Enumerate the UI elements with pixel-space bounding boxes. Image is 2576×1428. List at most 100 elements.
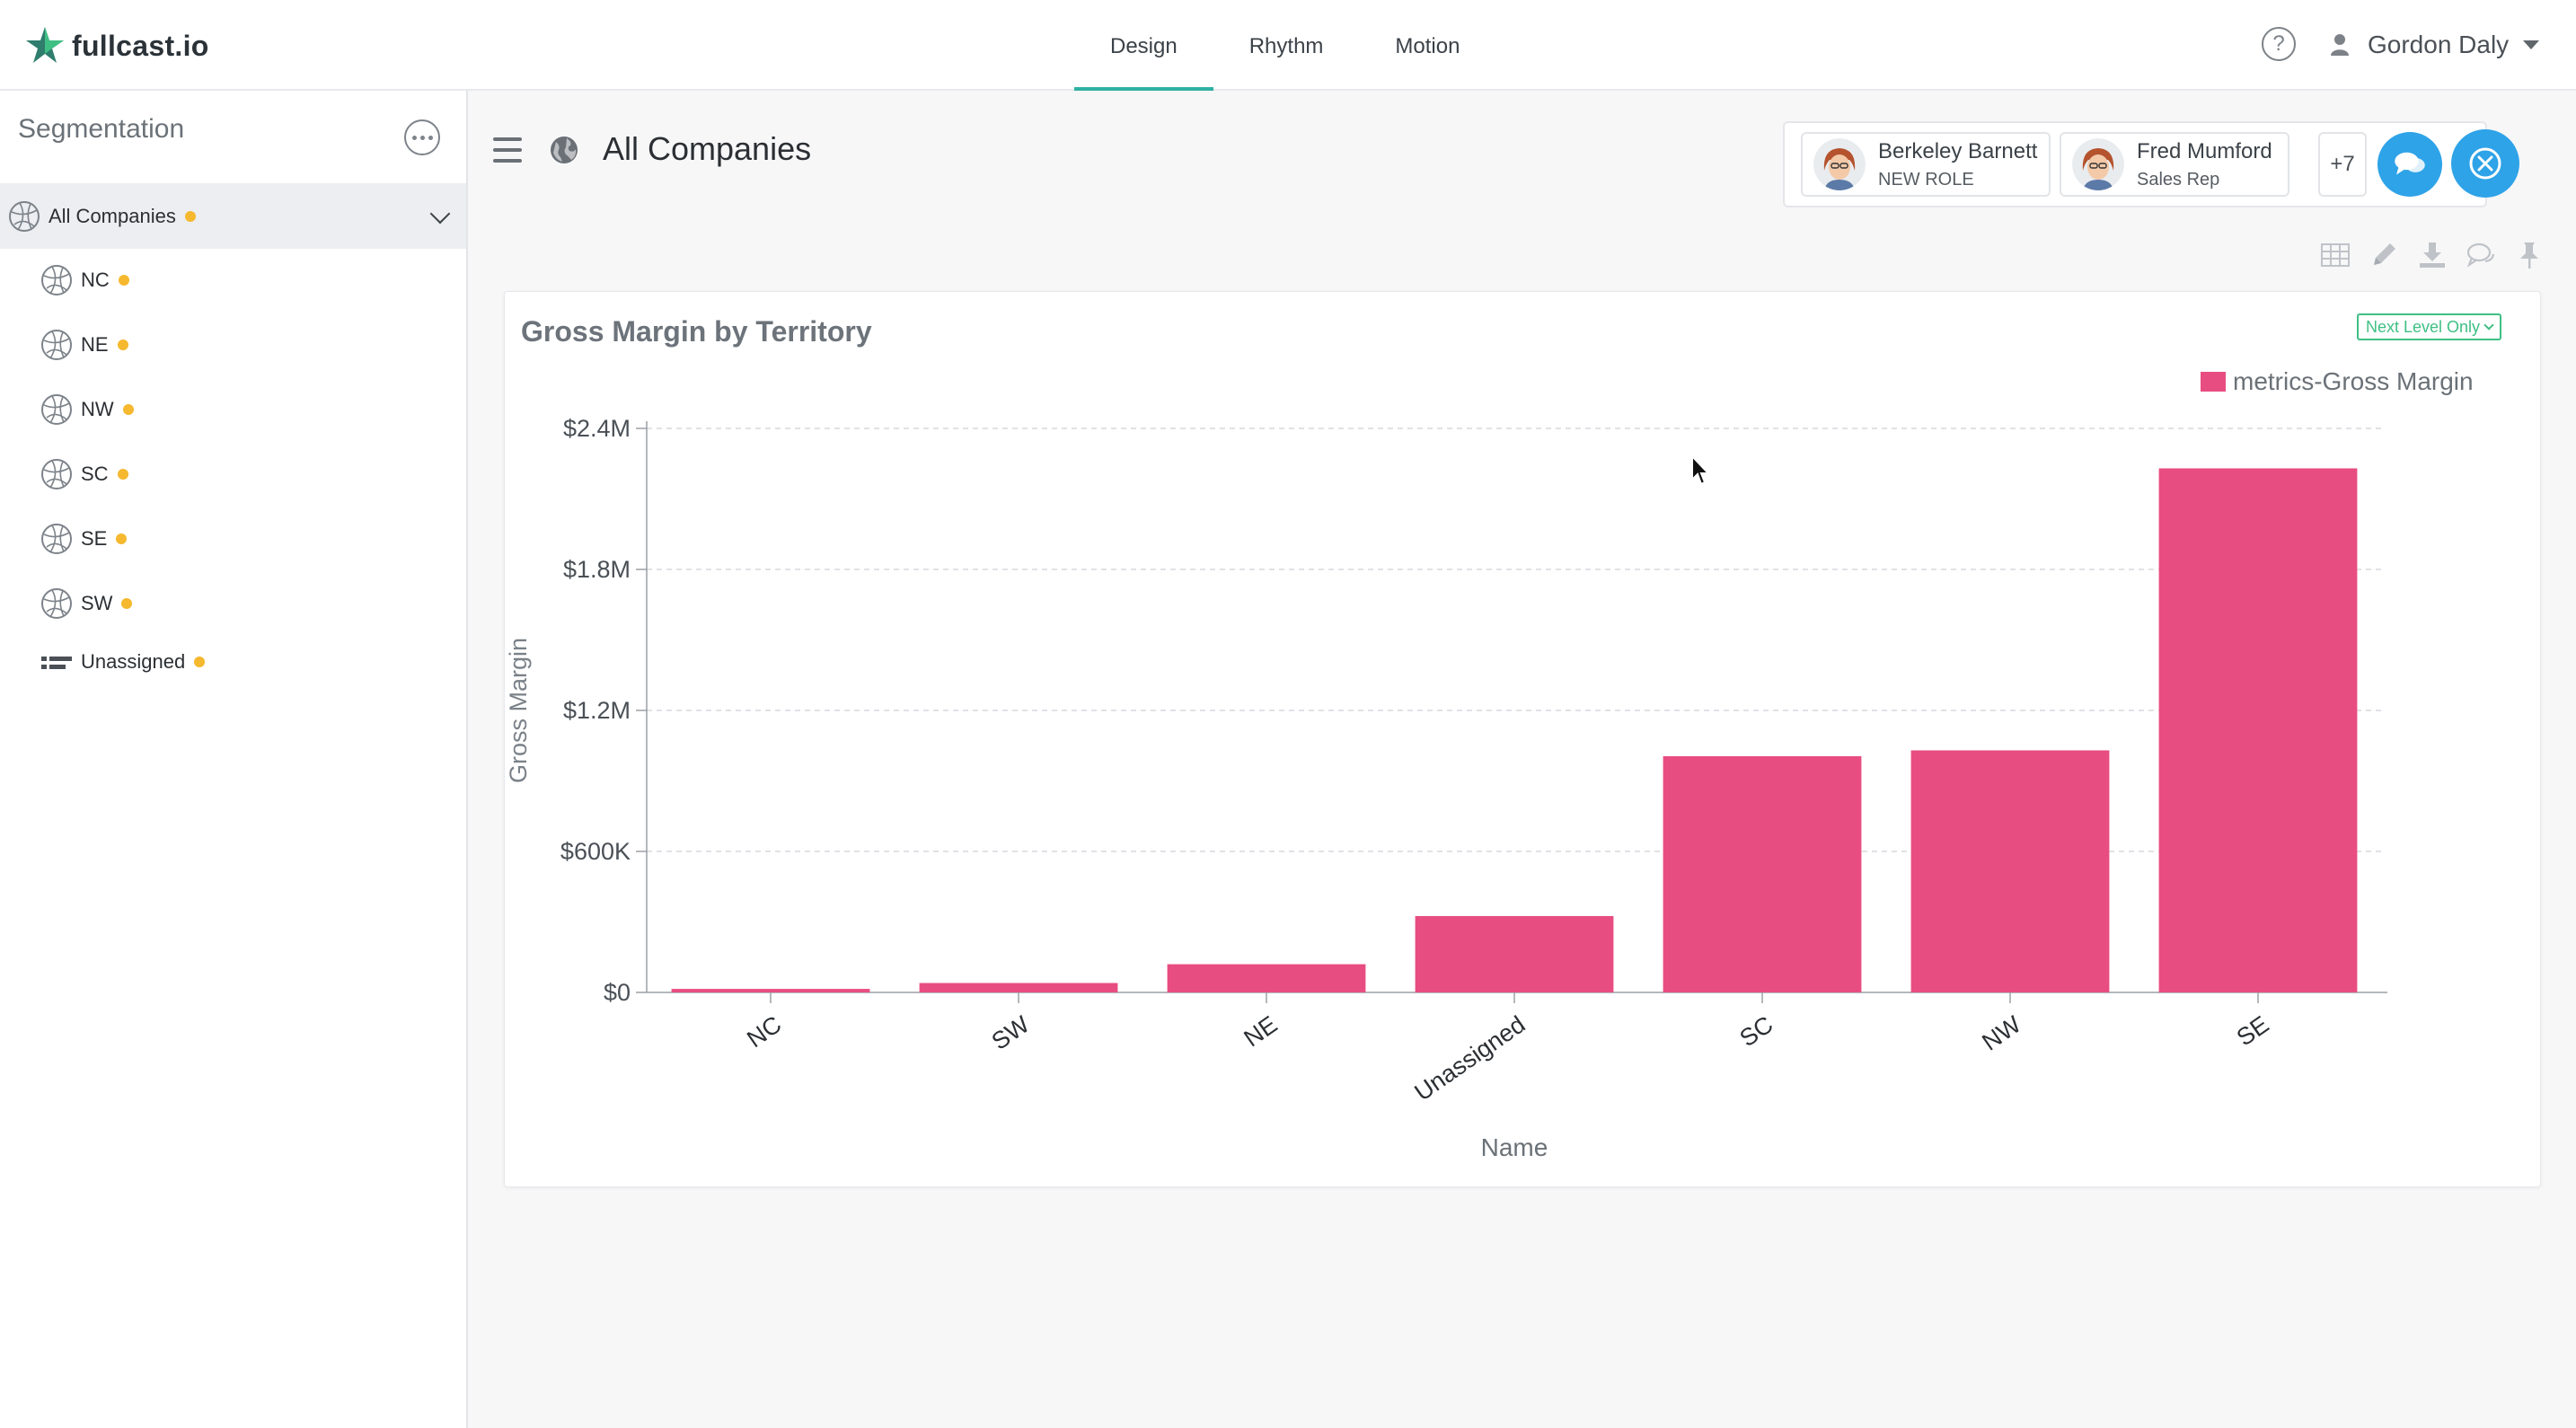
comments-icon[interactable] [2466, 240, 2496, 270]
logo-text: fullcast.io [72, 29, 209, 62]
x-tick-label: SE [2232, 1010, 2274, 1051]
legend-label: metrics-Gross Margin [2233, 367, 2474, 395]
tree-item-label: NW [81, 398, 114, 420]
tab-design[interactable]: Design [1074, 0, 1213, 91]
status-dot [116, 533, 128, 544]
y-tick-label: $600K [560, 838, 631, 865]
bar-unassigned [1415, 915, 1614, 992]
globe-icon [40, 457, 74, 491]
list-icon [40, 645, 74, 679]
avatar [1813, 138, 1866, 190]
segmentation-sidebar: Segmentation All Companies NC NE NW SC S… [0, 91, 468, 1428]
collaborator-card[interactable]: Fred Mumford Sales Rep [2060, 132, 2289, 197]
tree-item-all-companies[interactable]: All Companies [0, 183, 466, 249]
close-button[interactable] [2451, 129, 2519, 198]
chart-card: $0 $600K $1.2M $1.8M $2.4M NC SW NE Unassigned SC… [504, 291, 2541, 1187]
edit-pencil-icon[interactable] [2369, 240, 2399, 270]
collaborator-role: Sales Rep [2137, 169, 2220, 190]
tab-rhythm[interactable]: Rhythm [1248, 33, 1324, 58]
y-tick-label: $1.8M [563, 556, 631, 583]
dropdown-label: Next Level Only [2366, 318, 2481, 336]
tree-item-label: NC [81, 269, 110, 291]
y-tick-label: $2.4M [563, 415, 631, 442]
status-dot [122, 404, 134, 415]
collaborator-role: NEW ROLE [1878, 169, 1974, 190]
bar-nw [1910, 750, 2110, 992]
status-dot [194, 657, 206, 667]
bar-ne [1167, 964, 1366, 992]
main-toolbar-area: All Companies Berkeley Barnett NEW ROLE [468, 91, 2576, 288]
more-collaborators-button[interactable]: +7 [2318, 132, 2367, 197]
tree-item-label: SW [81, 592, 113, 614]
y-tick-label: $1.2M [563, 697, 631, 724]
hamburger-menu-icon[interactable] [493, 137, 522, 163]
chat-icon [2395, 152, 2425, 175]
chevron-down-icon [2523, 40, 2540, 49]
globe-icon [40, 586, 74, 621]
bar-nc [671, 989, 870, 992]
status-dot [121, 598, 133, 609]
help-icon[interactable]: ? [2262, 27, 2296, 61]
tree-item-unassigned[interactable]: Unassigned [40, 639, 206, 684]
chat-button[interactable] [2378, 132, 2442, 197]
globe-icon [40, 328, 74, 362]
bar-se [2158, 468, 2358, 992]
y-tick-label: $0 [604, 979, 631, 1006]
gross-margin-chart: $0 $600K $1.2M $1.8M $2.4M NC SW NE Unassigned SC… [505, 415, 2387, 1161]
mouse-cursor-icon [1691, 454, 1711, 486]
globe-icon [551, 137, 578, 163]
close-circle-icon [2469, 147, 2501, 180]
chevron-down-icon[interactable] [429, 203, 451, 225]
user-icon [2331, 34, 2349, 56]
tree-item-sc[interactable]: SC [40, 452, 128, 497]
bar-sw [919, 983, 1118, 992]
y-axis-label: Gross Margin [505, 638, 532, 783]
chevron-down-icon [2483, 320, 2494, 331]
pin-icon[interactable] [2514, 240, 2545, 270]
legend-swatch [2201, 372, 2226, 392]
globe-icon [40, 392, 74, 427]
next-level-only-dropdown[interactable]: Next Level Only [2357, 313, 2502, 340]
collaborator-name: Berkeley Barnett [1878, 138, 2038, 163]
x-tick-label: SW [987, 1010, 1035, 1055]
user-menu[interactable]: Gordon Daly [2330, 25, 2540, 65]
chart-title: Gross Margin by Territory [521, 315, 872, 348]
top-header: fullcast.io Design Rhythm Motion ? Gordo… [0, 0, 2576, 91]
star-logo-icon [26, 27, 64, 63]
tab-motion[interactable]: Motion [1395, 33, 1460, 58]
page-title: All Companies [603, 130, 812, 167]
globe-icon [40, 522, 74, 556]
chart-legend[interactable]: metrics-Gross Margin [2201, 367, 2474, 396]
main-nav: Design Rhythm Motion [1074, 0, 1495, 91]
chart-toolbar [2320, 240, 2545, 276]
tree-item-nw[interactable]: NW [40, 387, 134, 432]
x-tick-label: NE [1239, 1010, 1283, 1052]
avatar [2072, 138, 2124, 190]
tree-item-label: NE [81, 333, 109, 356]
tree-item-se[interactable]: SE [40, 516, 128, 561]
tree-item-nc[interactable]: NC [40, 258, 129, 303]
collaborators-panel: Berkeley Barnett NEW ROLE Fred Mumford S… [1783, 121, 2487, 207]
sidebar-title: Segmentation [18, 114, 185, 144]
tree-item-label: All Companies [49, 204, 176, 227]
user-name: Gordon Daly [2368, 31, 2510, 58]
x-tick-label: NC [742, 1010, 786, 1053]
status-dot [118, 275, 129, 286]
tree-item-sw[interactable]: SW [40, 581, 133, 626]
download-icon[interactable] [2417, 240, 2448, 270]
status-dot [117, 469, 128, 480]
more-options-icon[interactable] [404, 119, 440, 155]
x-tick-label: Unassigned [1409, 1010, 1530, 1106]
x-axis-label: Name [1481, 1133, 1548, 1161]
tree-item-label: SE [81, 527, 108, 550]
table-icon[interactable] [2320, 240, 2351, 270]
tree-item-label: SC [81, 463, 109, 485]
collaborator-card[interactable]: Berkeley Barnett NEW ROLE [1801, 132, 2051, 197]
collaborator-name: Fred Mumford [2137, 138, 2272, 163]
x-tick-label: SC [1735, 1010, 1778, 1052]
x-tick-label: NW [1977, 1010, 2025, 1056]
tree-item-ne[interactable]: NE [40, 322, 128, 367]
fullcast-logo[interactable]: fullcast.io [25, 22, 209, 70]
status-dot [117, 339, 128, 350]
globe-icon [40, 263, 74, 297]
